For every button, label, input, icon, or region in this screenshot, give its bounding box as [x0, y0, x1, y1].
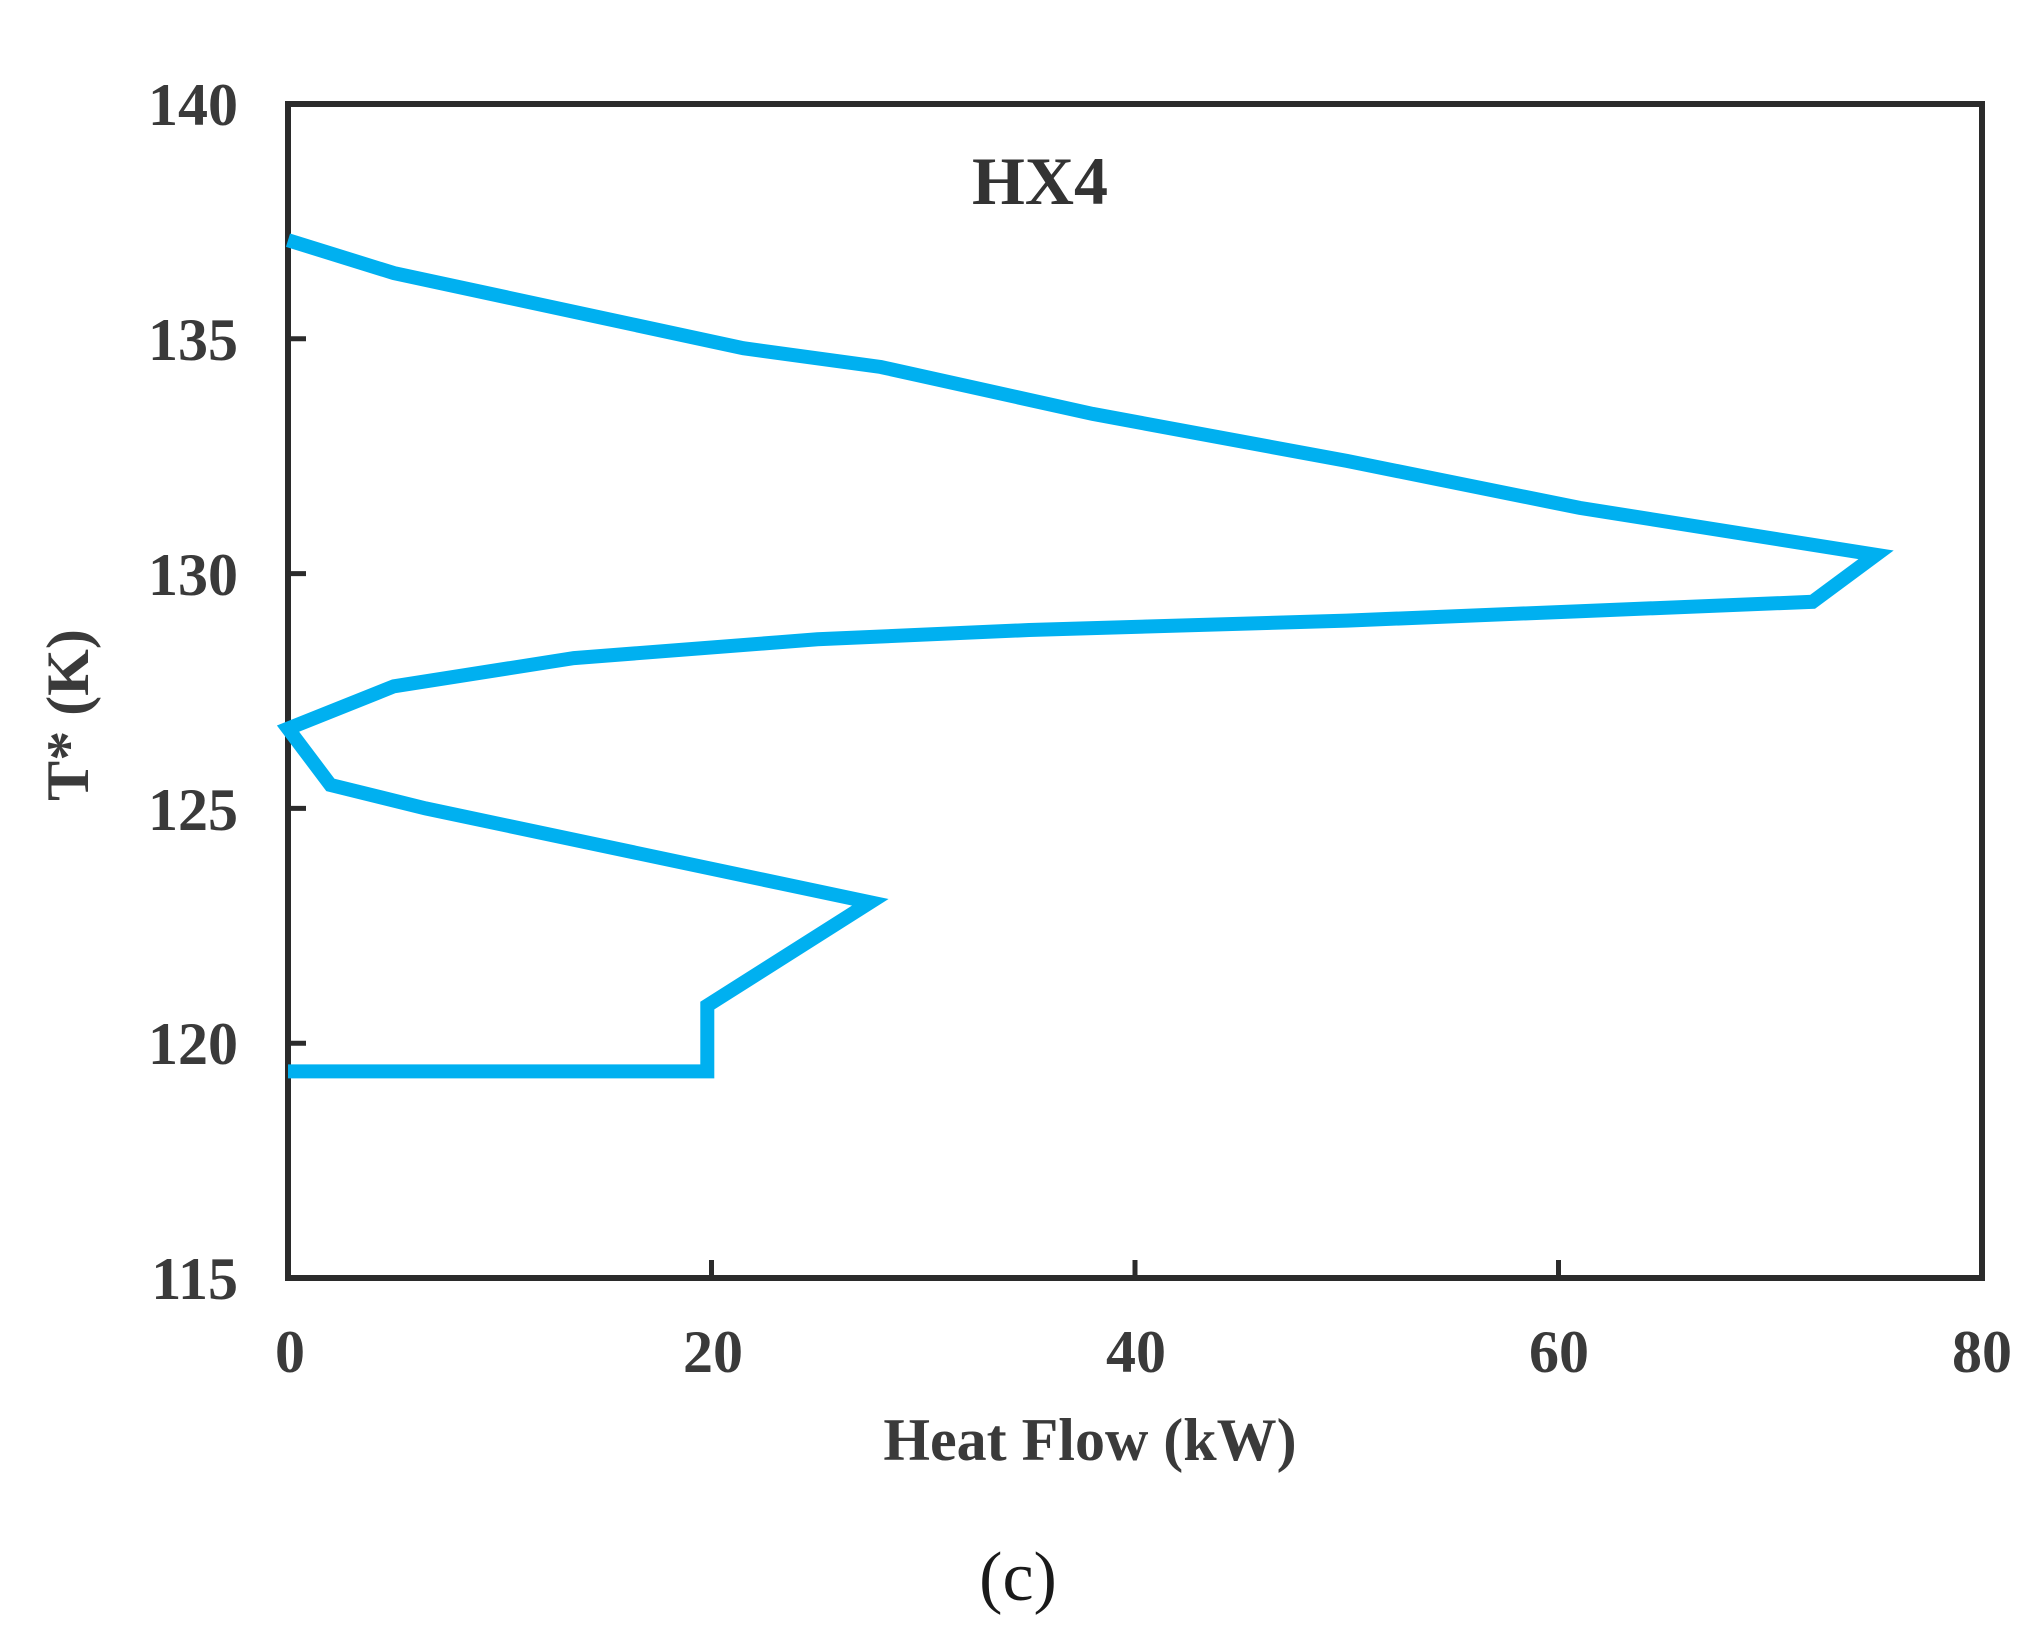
x-tick-labels: 0 20 40 60 80	[275, 1319, 2012, 1385]
y-tick-label-120: 120	[148, 1011, 238, 1077]
y-tick-labels: 115 120 125 130 135 140	[148, 72, 238, 1312]
x-axis-title: Heat Flow (kW)	[883, 1407, 1296, 1473]
chart-title: HX4	[972, 143, 1108, 219]
y-tick-label-125: 125	[148, 777, 238, 843]
y-tick-label-140: 140	[148, 72, 238, 138]
plot-area-frame	[285, 101, 1985, 1281]
x-tick-label-0: 0	[275, 1319, 305, 1385]
series-line-hx4	[276, 233, 1894, 1079]
y-tick-label-115: 115	[151, 1246, 238, 1312]
x-tick-label-60: 60	[1529, 1319, 1589, 1385]
x-tick-label-20: 20	[683, 1319, 743, 1385]
y-tick-label-130: 130	[148, 542, 238, 608]
x-tick-label-80: 80	[1952, 1319, 2012, 1385]
axis-ticks	[288, 336, 1561, 1278]
y-tick-label-135: 135	[148, 307, 238, 373]
y-axis-title: T* (K)	[35, 629, 101, 801]
x-tick-label-40: 40	[1106, 1319, 1166, 1385]
figure-caption: (c)	[979, 1539, 1057, 1616]
